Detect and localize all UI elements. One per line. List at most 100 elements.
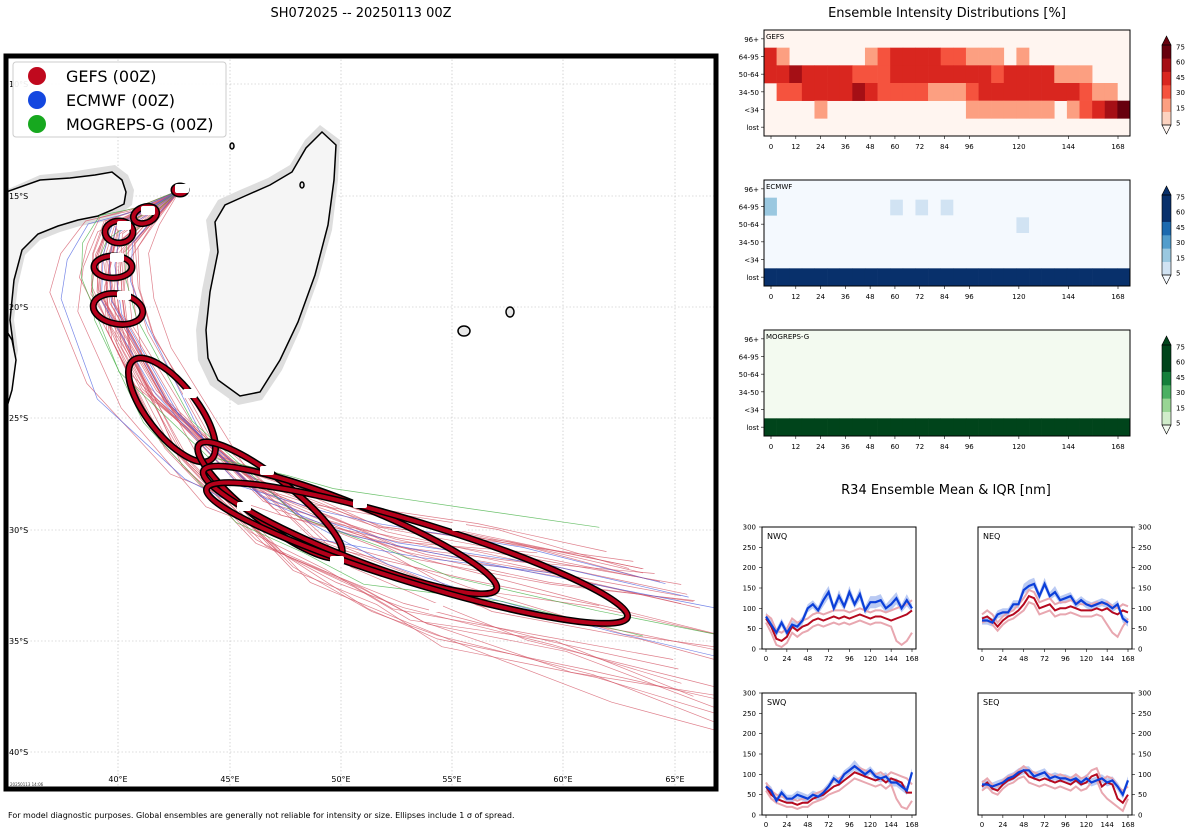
heatmap-cell (852, 65, 866, 84)
x-tick-label: 120 (1080, 821, 1093, 829)
heatmap-cell (1016, 217, 1030, 233)
colorbar-frame (1161, 44, 1172, 126)
heatmap-cell (953, 65, 967, 84)
heatmap-cell (877, 65, 891, 84)
gefs-q1-line (765, 777, 913, 811)
x-tick-label: 36 (841, 443, 850, 451)
gefs-mean-line (981, 768, 1129, 805)
heatmap-cell (776, 83, 790, 101)
x-tick-label: 72 (1040, 821, 1049, 829)
row-label: <34 (744, 107, 759, 115)
colorbar-frame (1161, 194, 1172, 276)
heatmap-cell (814, 100, 828, 119)
heatmap-cell (1092, 100, 1106, 119)
x-tick-label: 0 (769, 293, 773, 301)
heatmap-cell (1054, 65, 1068, 84)
colorbar-tick-label: 45 (1176, 374, 1185, 382)
x-tick-label: 12 (791, 293, 800, 301)
colorbar-step (1162, 195, 1171, 209)
heatmap-cell (1029, 65, 1042, 84)
row-label: 34-50 (739, 89, 759, 97)
lon-label: 50°E (331, 775, 350, 784)
legend[interactable]: GEFS (00Z) ECMWF (00Z) MOGREPS-G (00Z) (12, 61, 227, 138)
heatmap-cell (814, 268, 828, 287)
mauritius-island (505, 306, 515, 318)
heatmap-cell (928, 268, 941, 287)
legend-marker (28, 115, 46, 133)
ellipse-label-bg (175, 184, 189, 193)
intensity-panel-mogreps-g: MOGREPS-G 96+ 64-95 50-64 34-50 <34 lost 0 12 24 3… (739, 329, 1185, 451)
x-tick-label: 24 (998, 821, 1007, 829)
r34-panel-label: SWQ (767, 698, 786, 707)
legend-marker (28, 91, 46, 109)
heatmap-cell (801, 268, 815, 287)
heatmap-cell (915, 83, 929, 101)
heatmap-cell (940, 199, 954, 216)
heatmap-cell (852, 83, 866, 101)
heatmap-panel-label: MOGREPS-G (766, 333, 809, 341)
track-line (81, 189, 600, 528)
heatmap-cell (814, 65, 828, 84)
x-tick-label: 48 (866, 143, 875, 151)
r34-panel-swq: SWQ 0 50 100 150 200 250 300 0 24 48 72 96 120 144 168 (743, 690, 919, 830)
colorbar-tick-label: 30 (1176, 239, 1185, 247)
x-tick-label: 168 (905, 821, 918, 829)
x-tick-label: 168 (1121, 821, 1134, 829)
heatmap-cell (928, 83, 941, 101)
y-tick-label: 50 (1138, 791, 1147, 799)
map-panel: 012243648729696120120144144 10°S15°S20°S… (3, 53, 719, 792)
lat-label: 30°S (9, 526, 28, 535)
x-tick-label: 84 (940, 143, 949, 151)
timestamp: 20250113 14:06 (10, 782, 44, 787)
colorbar-step (1162, 385, 1171, 399)
heatmap-cell (864, 47, 878, 66)
y-tick-label: 0 (1138, 812, 1142, 820)
heatmap-cell (877, 418, 891, 437)
row-label: 96+ (744, 336, 759, 344)
lat-label: 40°S (9, 748, 28, 757)
row-label: 34-50 (739, 239, 759, 247)
x-tick-label: 72 (1040, 655, 1049, 663)
land (6, 125, 515, 411)
x-tick-label: 168 (1111, 293, 1124, 301)
y-tick-label: 100 (743, 605, 756, 613)
colorbar-step (1162, 98, 1171, 112)
heatmap-cell (764, 197, 777, 216)
x-tick-label: 84 (940, 443, 949, 451)
ellipse-label-bg (353, 499, 367, 508)
x-tick-label: 24 (998, 655, 1007, 663)
x-tick-label: 96 (965, 443, 974, 451)
y-tick-label: 250 (1138, 544, 1151, 552)
r34-panel-nwq: NWQ 0 50 100 150 200 250 300 0 24 48 72 96 120 144 168 (743, 524, 919, 664)
heatmap-frame (763, 329, 1131, 437)
heatmap-cell (1117, 100, 1131, 119)
row-label: lost (746, 124, 759, 132)
x-tick-label: 120 (1080, 655, 1093, 663)
heatmap-cell (890, 268, 904, 287)
x-tick-label: 60 (890, 293, 899, 301)
y-tick-label: 0 (752, 646, 756, 654)
heatmap-cell (890, 47, 904, 66)
colorbar-tick-label: 45 (1176, 224, 1185, 232)
reunion-island (457, 325, 471, 337)
colorbar-tick-label: 75 (1176, 194, 1185, 202)
heatmap-cell (1054, 418, 1068, 437)
lon-label: 55°E (442, 775, 461, 784)
heatmap-cell (764, 47, 777, 66)
heatmap-cell (1016, 83, 1030, 101)
heatmap-cell (902, 47, 916, 66)
heatmap-cell (1003, 100, 1017, 119)
y-tick-label: 50 (1138, 625, 1147, 633)
heatmap-cell (940, 418, 954, 437)
heatmap-cell (852, 418, 866, 437)
ellipse-label-bg (110, 253, 124, 262)
row-label: <34 (744, 407, 759, 415)
x-tick-label: 0 (769, 443, 773, 451)
heatmap-cell (965, 83, 979, 101)
heatmap-cell (1079, 65, 1093, 84)
heatmap-cell (1066, 418, 1080, 437)
y-tick-label: 100 (743, 771, 756, 779)
y-tick-label: 50 (747, 791, 756, 799)
r34-panel-label: NWQ (767, 532, 787, 541)
